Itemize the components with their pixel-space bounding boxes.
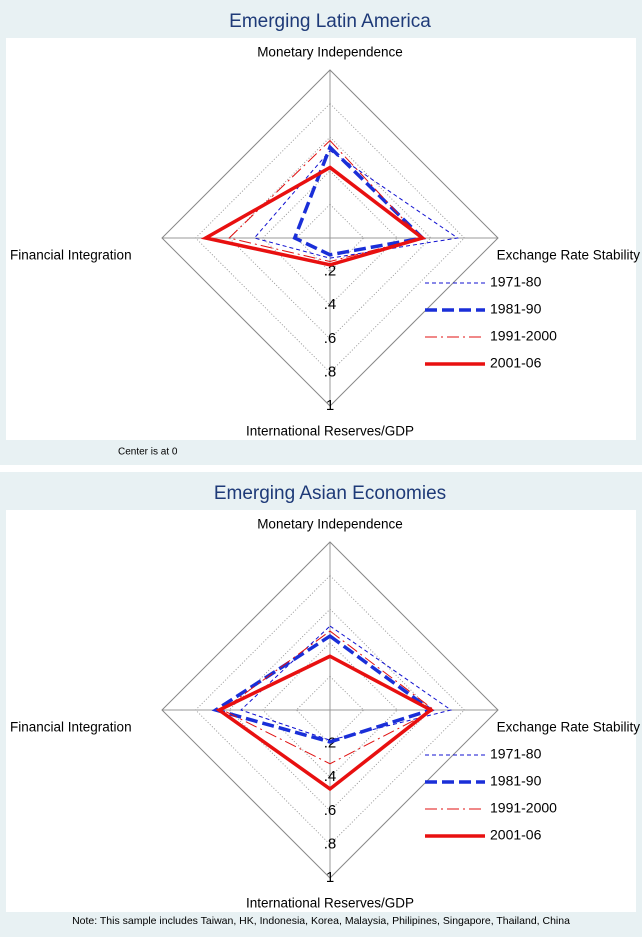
legend-label: 1981-90 (490, 773, 542, 789)
r-tick-label: 1 (326, 869, 334, 886)
axis-label: Monetary Independence (257, 517, 403, 532)
legend-label: 1991-2000 (490, 328, 557, 344)
axis-label: Exchange Rate Stability (497, 720, 641, 735)
radar-line (240, 625, 453, 741)
chart-title: Emerging Asian Economies (214, 483, 446, 504)
grid-ring (228, 136, 432, 340)
grid-ring (262, 642, 398, 778)
grid-ring (262, 170, 398, 306)
chart-title: Emerging Latin America (229, 11, 431, 32)
radar-line (211, 633, 435, 744)
r-tick-label: .4 (324, 296, 337, 313)
radar-line (292, 144, 427, 257)
r-tick-label: 1 (326, 397, 334, 414)
note: Center is at 0 (118, 447, 178, 458)
grid-ring (194, 574, 466, 846)
grid-ring (194, 102, 466, 374)
axis-label: Financial Integration (10, 720, 132, 735)
r-tick-label: .6 (324, 330, 337, 347)
r-tick-label: .8 (324, 363, 337, 380)
radar-line (253, 149, 460, 259)
legend-label: 1971-80 (490, 274, 542, 290)
legend-label: 2001-06 (490, 827, 542, 843)
r-tick-label: .6 (324, 802, 337, 819)
axis-label: Monetary Independence (257, 45, 403, 60)
legend-label: 2001-06 (490, 355, 542, 371)
axis-label: Financial Integration (10, 248, 132, 263)
radar-line (215, 654, 434, 792)
radar-line (221, 630, 436, 765)
r-tick-label: .4 (324, 768, 337, 785)
plot-area (6, 510, 636, 912)
note: Note: This sample includes Taiwan, HK, I… (72, 915, 570, 927)
legend-label: 1981-90 (490, 301, 542, 317)
legend-label: 1991-2000 (490, 800, 557, 816)
legend-label: 1971-80 (490, 746, 542, 762)
radar-line (200, 165, 427, 267)
axis-label: International Reserves/GDP (246, 424, 414, 439)
grid-ring (228, 608, 432, 812)
r-tick-label: .8 (324, 835, 337, 852)
plot-area (6, 38, 636, 440)
axis-label: Exchange Rate Stability (497, 248, 641, 263)
r-tick-label: .2 (324, 263, 337, 280)
axis-label: International Reserves/GDP (246, 896, 414, 911)
grid-ring (161, 541, 499, 879)
grid-ring (161, 69, 499, 407)
